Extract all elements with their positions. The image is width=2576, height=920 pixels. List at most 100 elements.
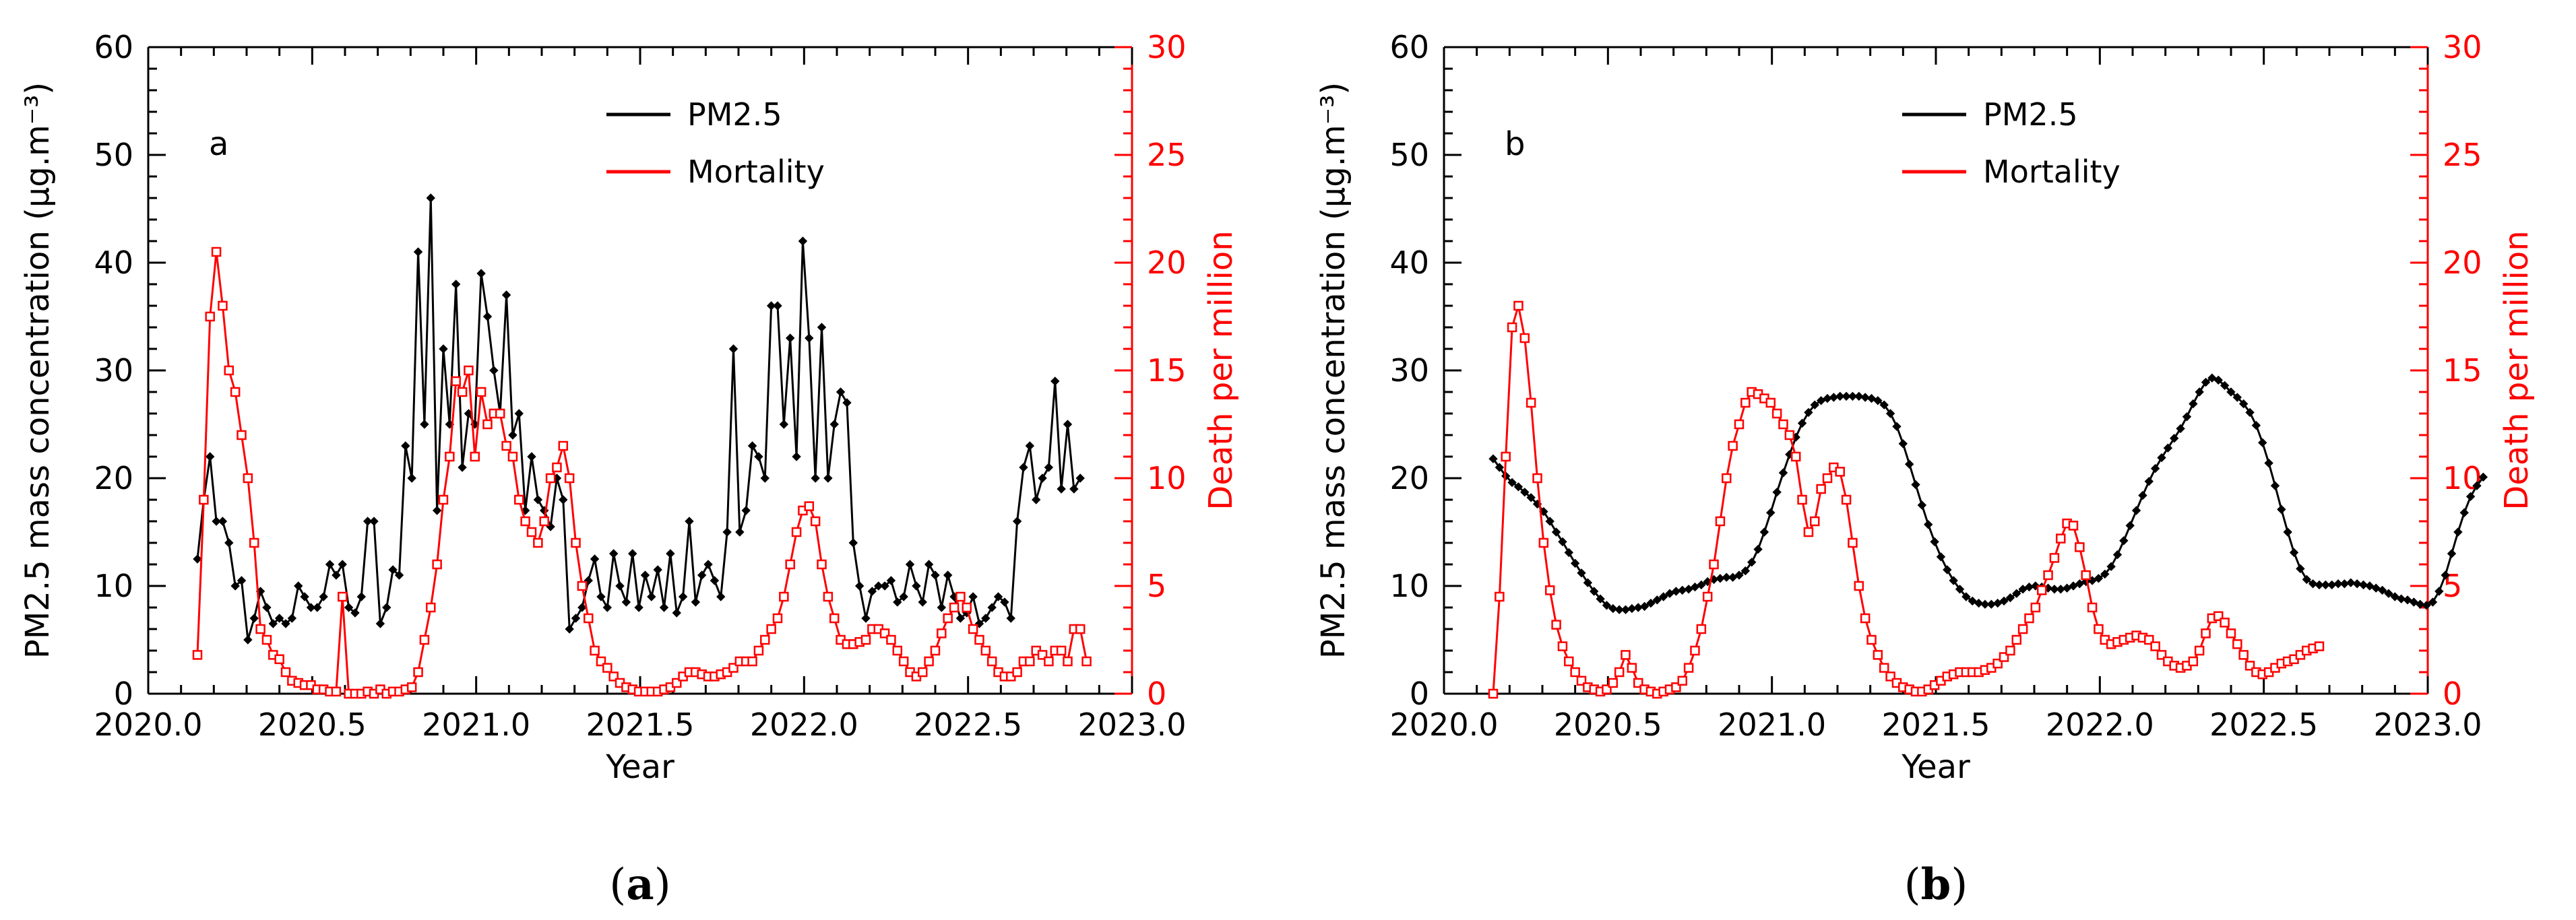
- data-point-mortality: [917, 667, 928, 678]
- data-point-mortality: [2314, 641, 2325, 651]
- data-point-pm25: [2339, 579, 2350, 589]
- left-y-tick-label: 50: [94, 137, 133, 173]
- data-point-pm25: [1854, 391, 1864, 401]
- data-point-mortality: [898, 656, 909, 667]
- data-point-mortality: [2075, 542, 2085, 552]
- data-point-mortality: [1803, 527, 1814, 537]
- data-point-mortality: [2056, 533, 2066, 544]
- data-point-pm25: [2251, 420, 2261, 430]
- data-point-pm25: [1747, 558, 1757, 567]
- data-point-pm25: [1050, 376, 1060, 386]
- data-point-pm25: [1495, 463, 1505, 472]
- data-point-mortality: [2043, 570, 2053, 581]
- data-point-pm25: [1652, 595, 1662, 605]
- data-point-mortality: [507, 451, 518, 462]
- data-point-pm25: [401, 441, 410, 451]
- data-point-mortality: [1690, 645, 1700, 656]
- data-point-mortality: [583, 613, 594, 624]
- data-point-pm25: [356, 592, 367, 601]
- data-point-pm25: [2434, 587, 2444, 596]
- data-point-mortality: [2017, 624, 2028, 634]
- data-point-mortality: [791, 527, 802, 537]
- data-point-mortality: [860, 634, 871, 645]
- data-point-pm25: [621, 597, 631, 607]
- data-point-pm25: [439, 344, 448, 354]
- data-point-pm25: [608, 549, 619, 558]
- figure-caption: (a): [609, 859, 670, 910]
- data-point-mortality: [2030, 602, 2041, 613]
- data-point-pm25: [325, 560, 335, 569]
- data-point-mortality: [1722, 473, 1732, 484]
- data-point-pm25: [659, 603, 669, 612]
- data-point-mortality: [545, 473, 556, 484]
- left-y-tick-label: 40: [94, 244, 133, 281]
- data-point-pm25: [489, 366, 499, 375]
- data-point-pm25: [1943, 565, 1952, 574]
- data-point-pm25: [577, 603, 587, 612]
- data-point-pm25: [1766, 508, 1776, 517]
- data-point-mortality: [1570, 667, 1580, 678]
- data-point-mortality: [1860, 613, 1871, 624]
- data-point-pm25: [2189, 399, 2198, 409]
- data-point-pm25: [893, 597, 902, 607]
- data-point-mortality: [1075, 624, 1086, 634]
- data-point-mortality: [1627, 663, 1637, 673]
- data-point-pm25: [268, 619, 278, 628]
- data-point-mortality: [785, 559, 795, 570]
- data-point-pm25: [2296, 564, 2305, 574]
- data-point-pm25: [319, 592, 328, 601]
- data-point-mortality: [552, 462, 562, 473]
- data-point-pm25: [1627, 603, 1637, 614]
- left-y-tick-label: 10: [94, 568, 133, 604]
- left-y-tick-label: 20: [1389, 460, 1429, 496]
- data-point-pm25: [2157, 453, 2166, 463]
- data-point-pm25: [829, 420, 839, 429]
- data-point-pm25: [867, 587, 877, 596]
- data-point-mortality: [1728, 440, 1738, 451]
- caption-open-paren: (: [1904, 860, 1921, 910]
- data-point-pm25: [262, 603, 272, 612]
- data-point-mortality: [1044, 656, 1054, 667]
- data-point-mortality: [205, 311, 215, 322]
- data-point-pm25: [1639, 601, 1650, 612]
- data-point-pm25: [1885, 409, 1895, 418]
- data-point-pm25: [716, 592, 726, 601]
- data-point-pm25: [1778, 468, 1788, 478]
- data-point-pm25: [2447, 549, 2457, 558]
- left-y-tick-label: 0: [114, 676, 133, 712]
- right-y-tick-label: 0: [2443, 676, 2462, 712]
- data-point-pm25: [2308, 579, 2318, 589]
- left-y-tick-label: 0: [1410, 676, 1429, 712]
- data-point-mortality: [760, 634, 770, 645]
- data-point-pm25: [2258, 438, 2267, 447]
- data-point-pm25: [332, 570, 341, 580]
- data-point-pm25: [1716, 574, 1725, 583]
- panel-letter: a: [209, 125, 228, 163]
- data-point-pm25: [1000, 597, 1009, 607]
- data-point-pm25: [2346, 578, 2356, 587]
- data-point-pm25: [760, 473, 769, 483]
- data-point-pm25: [388, 565, 398, 574]
- data-point-mortality: [1797, 494, 1807, 505]
- data-point-mortality: [2011, 634, 2022, 645]
- data-point-pm25: [2264, 458, 2273, 468]
- data-point-pm25: [1842, 391, 1851, 401]
- data-point-pm25: [501, 290, 511, 300]
- data-point-mortality: [1740, 397, 1751, 408]
- data-point-pm25: [2396, 594, 2406, 603]
- left-y-axis-title: PM2.5 mass concentration (µg.m⁻³): [19, 82, 57, 659]
- data-point-mortality: [1564, 656, 1574, 667]
- data-point-pm25: [848, 538, 858, 548]
- data-point-pm25: [1038, 473, 1047, 483]
- data-point-pm25: [2213, 375, 2223, 385]
- data-point-pm25: [230, 581, 240, 591]
- data-point-pm25: [2176, 424, 2185, 434]
- data-point-pm25: [382, 603, 391, 612]
- left-y-tick-label: 20: [94, 460, 133, 496]
- data-point-pm25: [2422, 601, 2431, 610]
- data-point-mortality: [590, 645, 600, 656]
- data-point-pm25: [1898, 439, 1908, 449]
- data-point-pm25: [313, 603, 322, 612]
- data-point-pm25: [905, 560, 915, 569]
- data-point-mortality: [2238, 650, 2249, 660]
